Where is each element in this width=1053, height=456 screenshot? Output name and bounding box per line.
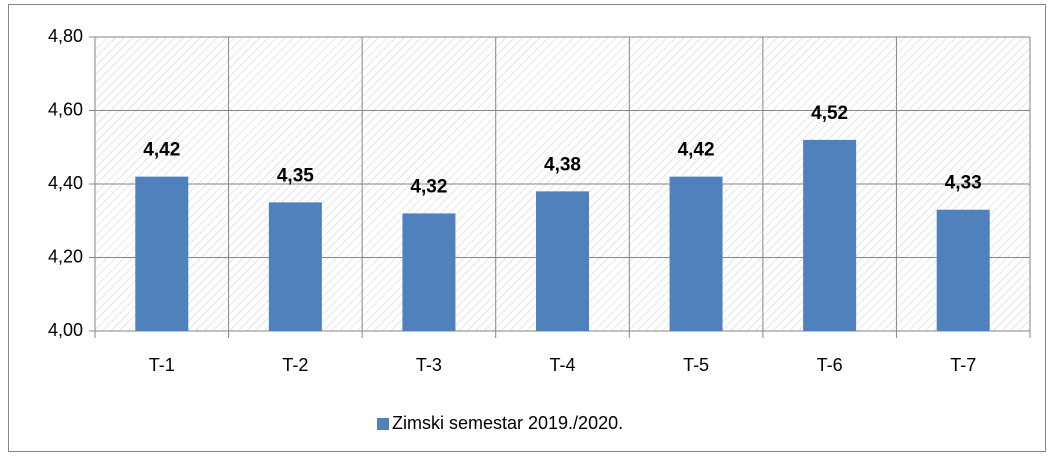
bar	[135, 176, 189, 331]
bar	[936, 209, 990, 331]
x-tick-label: T-5	[683, 355, 709, 375]
data-label: 4,33	[945, 173, 982, 194]
y-tick-label: 4,00	[48, 320, 83, 340]
data-label: 4,42	[678, 140, 715, 161]
x-tick-label: T-4	[549, 355, 575, 375]
data-label: 4,38	[544, 154, 581, 175]
x-tick-label: T-1	[149, 355, 175, 375]
bar	[803, 139, 857, 331]
x-tick-label: T-6	[817, 355, 843, 375]
y-tick-label: 4,20	[48, 246, 83, 266]
data-label: 4,52	[811, 103, 848, 124]
y-tick-label: 4,60	[48, 99, 83, 119]
x-tick-label: T-3	[416, 355, 442, 375]
data-label: 4,32	[410, 176, 447, 197]
x-tick-label: T-7	[950, 355, 976, 375]
legend-label: Zimski semestar 2019./2020.	[392, 413, 623, 433]
x-tick-label: T-2	[282, 355, 308, 375]
bar	[669, 176, 723, 331]
legend-swatch	[377, 418, 389, 430]
bar	[402, 213, 456, 331]
bar	[268, 202, 322, 331]
data-label: 4,35	[277, 165, 314, 186]
bar	[536, 191, 589, 331]
y-tick-label: 4,40	[48, 173, 83, 193]
data-label: 4,42	[143, 140, 180, 161]
y-tick-label: 4,80	[48, 26, 83, 46]
